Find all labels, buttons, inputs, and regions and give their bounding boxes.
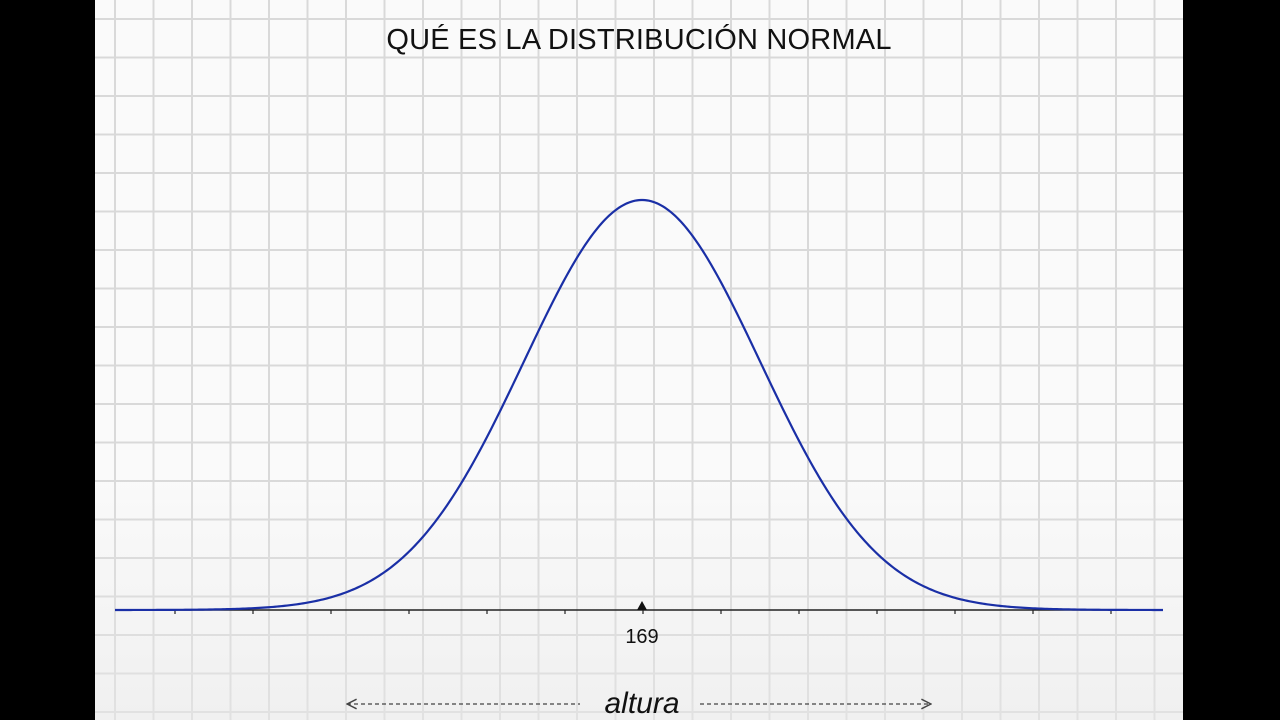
chart-title: QUÉ ES LA DISTRIBUCIÓN NORMAL <box>386 24 892 56</box>
slide-canvas: QUÉ ES LA DISTRIBUCIÓN NORMAL 169 altura <box>95 0 1183 720</box>
mean-tick-label: 169 <box>625 626 658 648</box>
x-axis-label: altura <box>604 687 679 720</box>
mean-marker-icon <box>637 601 647 610</box>
normal-curve <box>115 198 1164 612</box>
normal-distribution-plot: 169 altura <box>115 198 1164 720</box>
